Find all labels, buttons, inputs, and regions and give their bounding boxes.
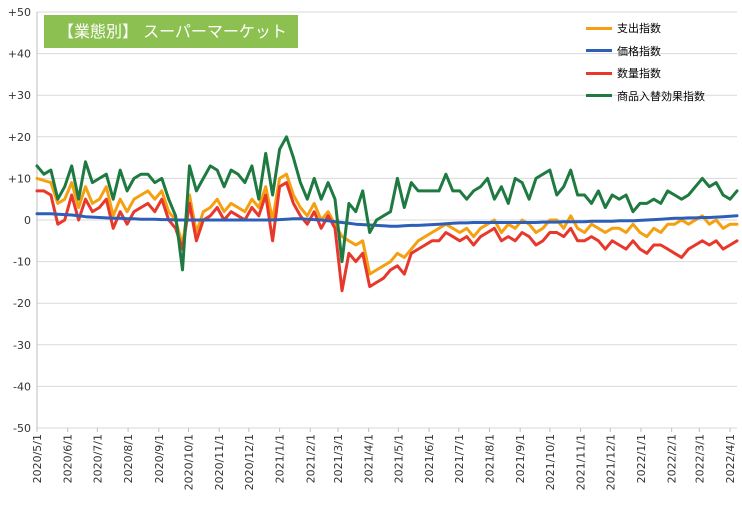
x-tick-label: 2020/12/1 (243, 434, 256, 490)
legend-item: 商品入替効果指数 (586, 85, 705, 108)
x-tick-label: 2020/11/1 (213, 434, 226, 490)
series-line (35, 135, 739, 272)
x-tick-label: 2022/1/1 (635, 434, 648, 483)
x-tick-label: 2021/10/1 (544, 434, 557, 490)
y-tick-label: 0 (24, 214, 31, 227)
y-tick-label: -40 (13, 380, 31, 393)
y-tick-label: -10 (13, 256, 31, 269)
x-tick-label: 2022/3/1 (693, 434, 706, 483)
y-tick-label: +20 (8, 131, 31, 144)
chart-title: 【業態別】 スーパーマーケット (44, 15, 298, 48)
y-tick-label: -20 (13, 297, 31, 310)
legend: 支出指数価格指数数量指数商品入替効果指数 (586, 17, 705, 107)
x-tick-label: 2021/1/1 (274, 434, 287, 483)
legend-item: 数量指数 (586, 62, 705, 85)
y-tick-label: +50 (8, 6, 31, 19)
x-tick-label: 2020/5/1 (31, 434, 44, 483)
x-tick-label: 2021/12/1 (604, 434, 617, 490)
x-tick-label: 2021/3/1 (332, 434, 345, 483)
x-tick-label: 2021/7/1 (453, 434, 466, 483)
legend-item: 支出指数 (586, 17, 705, 40)
legend-label: 価格指数 (617, 44, 661, 58)
y-tick-label: +40 (8, 48, 31, 61)
series-lines (35, 135, 739, 293)
x-tick-label: 2020/6/1 (62, 434, 75, 483)
y-tick-label: +30 (8, 89, 31, 102)
x-tick-label: 2020/7/1 (91, 434, 104, 483)
x-tick-label: 2021/2/1 (304, 434, 317, 483)
legend-item: 価格指数 (586, 40, 705, 63)
legend-label: 数量指数 (617, 67, 661, 81)
series-line (35, 172, 739, 276)
x-tick-label: 2020/8/1 (122, 434, 135, 483)
x-tick-label: 2021/9/1 (514, 434, 527, 483)
x-tick-label: 2020/9/1 (153, 434, 166, 483)
x-tick-label: 2021/6/1 (423, 434, 436, 483)
legend-label: 支出指数 (617, 22, 661, 36)
x-tick-label: 2022/2/1 (666, 434, 679, 483)
x-axis: 2020/5/1 2020/6/1 2020/7/1 2020/8/1 2020/9/1… (31, 428, 737, 490)
series-line (35, 212, 739, 228)
x-tick-label: 2022/4/1 (724, 434, 737, 483)
x-tick-label: 2020/10/1 (182, 434, 195, 490)
x-tick-label: 2021/11/1 (575, 434, 588, 490)
y-axis: +50 +40 +30 +20 +10 0 -10 -20 -30 -40 -50 (8, 6, 38, 435)
legend-swatch (586, 94, 612, 98)
series-line (35, 181, 739, 293)
x-tick-label: 2021/4/1 (363, 434, 376, 483)
x-tick-label: 2021/8/1 (483, 434, 496, 483)
x-tick-label: 2021/5/1 (392, 434, 405, 483)
y-tick-label: +10 (8, 172, 31, 185)
legend-swatch (586, 71, 612, 75)
legend-swatch (586, 26, 612, 30)
legend-swatch (586, 49, 612, 53)
legend-label: 商品入替効果指数 (617, 89, 705, 103)
y-tick-label: -30 (13, 339, 31, 352)
y-tick-label: -50 (13, 422, 31, 435)
